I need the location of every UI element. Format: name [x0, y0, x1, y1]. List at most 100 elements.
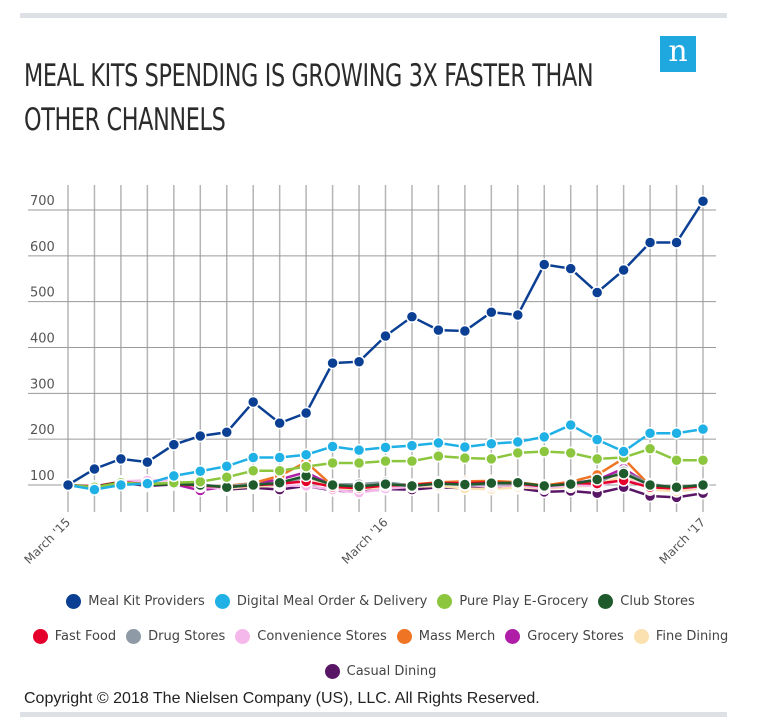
legend-label: Casual Dining [346, 664, 437, 679]
legend-label: Fast Food [54, 629, 117, 644]
data-point [590, 452, 604, 466]
x-tick-label: March '17 [657, 515, 709, 567]
legend-label: Pure Play E-Grocery [459, 594, 589, 609]
data-point [273, 464, 286, 478]
data-point [432, 323, 445, 337]
data-point [326, 356, 339, 370]
legend-item[interactable]: Grocery Stores [505, 629, 624, 644]
data-point [590, 433, 604, 446]
legend-label: Mass Merch [418, 629, 496, 644]
data-point [114, 452, 128, 466]
line-chart: 100 200 300 400 500 600 700 March '15 March '16 M… [22, 185, 716, 567]
data-point [405, 310, 419, 324]
data-point [141, 477, 154, 490]
data-point [458, 324, 472, 338]
y-tick-label: 600 [30, 240, 55, 255]
data-point [617, 445, 630, 458]
legend-label: Convenience Stores [257, 629, 387, 644]
data-point [194, 465, 207, 478]
data-point [670, 426, 683, 440]
data-point [538, 479, 551, 493]
data-point [643, 478, 657, 492]
legend-item[interactable]: Meal Kit Providers [66, 594, 205, 609]
data-point [194, 475, 207, 489]
data-point [405, 439, 419, 452]
legend-item[interactable]: Fast Food [32, 629, 117, 644]
legend-item[interactable]: Mass Merch [396, 629, 496, 644]
data-point [299, 406, 313, 420]
legend-item[interactable]: Convenience Stores [235, 629, 387, 644]
x-tick-label: March '16 [339, 515, 391, 567]
data-point [246, 478, 260, 492]
legend-label: Grocery Stores [527, 629, 624, 644]
data-point [194, 429, 207, 443]
legend-swatch [598, 594, 614, 609]
legend-item[interactable]: Casual Dining [324, 664, 437, 679]
data-point [538, 445, 551, 458]
data-point [564, 418, 577, 432]
data-point [696, 422, 710, 436]
legend-swatch [324, 664, 340, 679]
data-point [379, 454, 392, 468]
data-point [564, 446, 577, 460]
top-divider [20, 13, 727, 18]
data-point [141, 455, 154, 469]
legend-swatch [32, 629, 48, 644]
legend-swatch [396, 629, 412, 644]
data-point [326, 440, 339, 453]
data-point [246, 395, 260, 409]
y-tick-label: 400 [30, 332, 55, 347]
data-point [458, 478, 472, 491]
legend-item[interactable]: Pure Play E-Grocery [437, 594, 588, 609]
data-point [511, 476, 525, 489]
data-point [696, 195, 710, 208]
data-point [352, 480, 366, 493]
bottom-divider [20, 712, 727, 717]
legend-swatch [235, 629, 251, 644]
legend-label: Meal Kit Providers [88, 594, 205, 609]
y-tick-label: 100 [30, 469, 55, 484]
data-point [352, 456, 366, 470]
data-point [379, 477, 392, 491]
data-point [299, 460, 313, 473]
legend-item[interactable]: Fine Dining [633, 629, 728, 644]
data-point [696, 454, 710, 467]
data-point [643, 426, 657, 440]
data-point [246, 464, 260, 478]
data-point [379, 441, 392, 454]
legend-item[interactable]: Drug Stores [126, 629, 225, 644]
legend-item[interactable]: Club Stores [598, 594, 695, 609]
data-point [273, 416, 286, 430]
data-point [485, 452, 498, 466]
data-point [511, 308, 525, 322]
data-point [670, 454, 683, 467]
data-point [670, 481, 683, 494]
data-point [299, 448, 313, 461]
data-point [485, 305, 498, 319]
data-point [432, 449, 445, 463]
data-point [405, 454, 419, 468]
data-point [405, 479, 419, 493]
legend-row: Casual Dining [0, 664, 761, 679]
data-point [511, 435, 525, 449]
nielsen-logo: n [660, 36, 696, 72]
legend-label: Club Stores [620, 594, 695, 609]
data-point [273, 451, 286, 464]
data-point [564, 477, 577, 491]
data-point [485, 437, 498, 450]
data-point [538, 430, 551, 444]
data-point [432, 477, 445, 490]
copyright-text: Copyright © 2018 The Nielsen Company (US… [24, 690, 540, 707]
legend-swatch [214, 594, 230, 609]
legend-swatch [126, 629, 142, 644]
data-point [670, 236, 683, 249]
legend-swatch [633, 629, 649, 644]
legend-row: Fast Food Drug Stores Convenience Stores Ma… [0, 629, 761, 644]
legend-swatch [66, 594, 82, 609]
legend-item[interactable]: Digital Meal Order & Delivery [214, 594, 427, 609]
y-tick-label: 700 [30, 194, 55, 209]
data-point [167, 438, 181, 451]
legend-label: Drug Stores [148, 629, 226, 644]
data-point [326, 478, 339, 492]
data-point [458, 440, 472, 454]
